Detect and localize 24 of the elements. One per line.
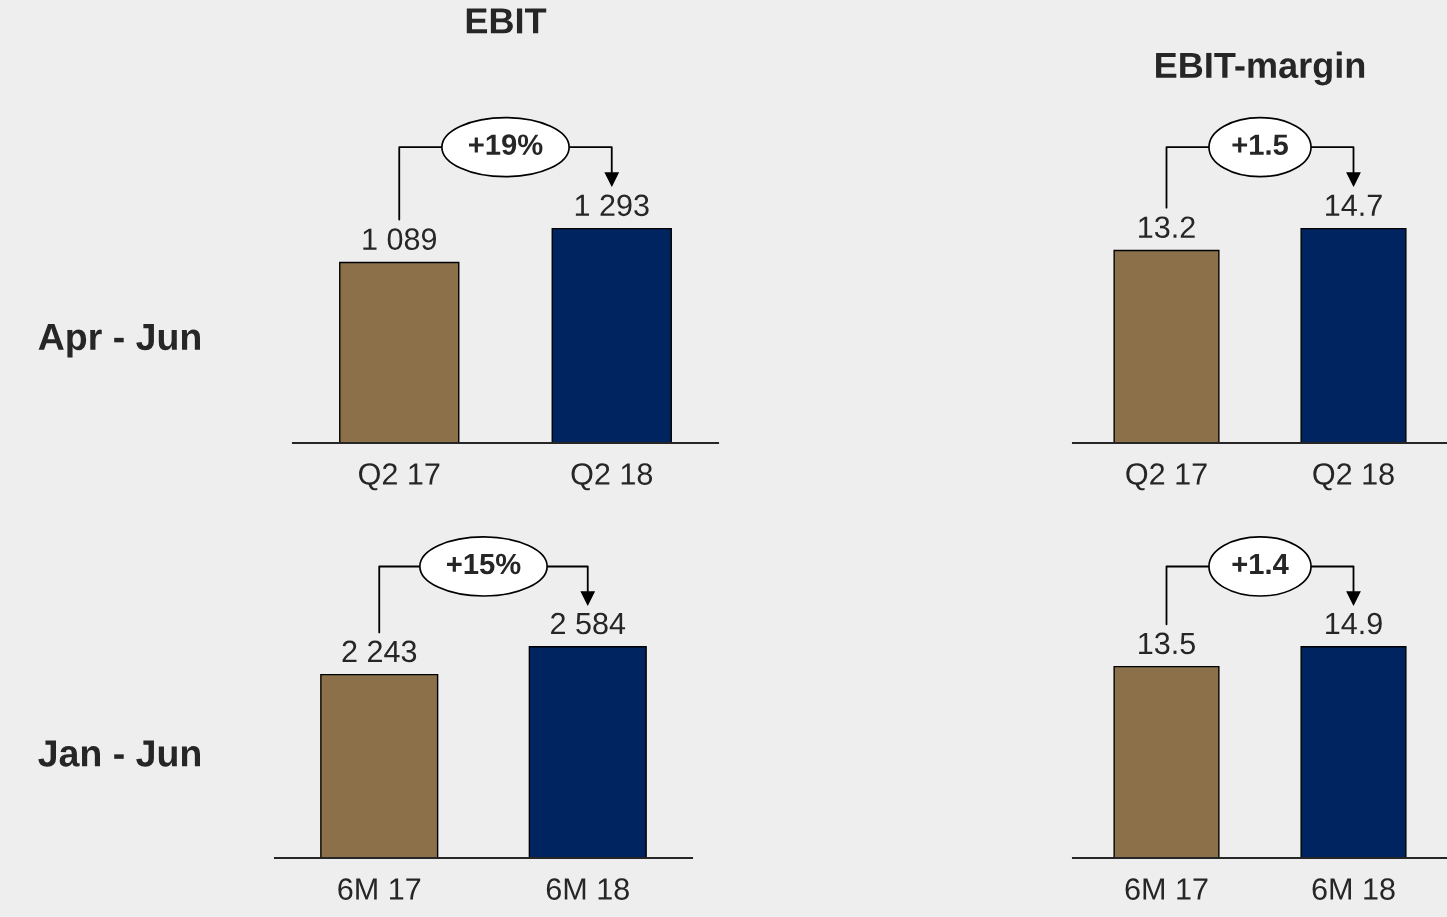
x-tick-label: 6M 17 bbox=[1125, 878, 1208, 900]
y-axis-title: Apr - Jun bbox=[38, 324, 200, 358]
x-tick-label: 6M 18 bbox=[1312, 878, 1395, 900]
data-label: 14.9 bbox=[1326, 612, 1382, 635]
x-tick-label: Q2 17 bbox=[359, 463, 440, 491]
y-axis-title: Jan - Jun bbox=[38, 740, 200, 767]
data-label: 2 243 bbox=[342, 640, 417, 663]
text: +15% bbox=[447, 553, 521, 575]
data-label: 1 293 bbox=[575, 194, 649, 217]
text: +1.5 bbox=[1232, 134, 1288, 155]
text: +1.4 bbox=[1232, 553, 1289, 575]
chart-title: EBIT bbox=[466, 8, 547, 34]
data-label: 13.5 bbox=[1139, 632, 1195, 655]
data-label: 14.7 bbox=[1326, 194, 1382, 216]
chart-title: EBIT-margin bbox=[1156, 51, 1365, 86]
x-tick-label: Q2 18 bbox=[1313, 463, 1394, 491]
data-label: 1 089 bbox=[363, 228, 437, 250]
data-label: 13.2 bbox=[1139, 216, 1195, 239]
x-tick-label: 6M 17 bbox=[338, 878, 421, 900]
x-tick-label: Q2 17 bbox=[1126, 463, 1207, 491]
text: +19% bbox=[469, 134, 543, 155]
x-tick-label: 6M 18 bbox=[546, 878, 629, 900]
data-label: 2 584 bbox=[551, 612, 626, 635]
x-tick-label: Q2 18 bbox=[571, 463, 653, 491]
